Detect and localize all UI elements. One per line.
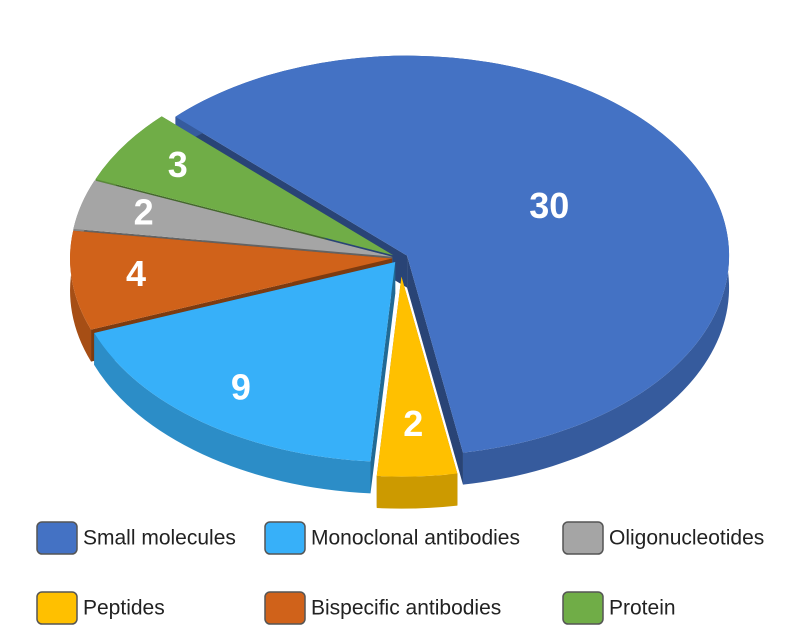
legend-label: Oligonucleotides [609,527,764,550]
legend-label: Small molecules [83,527,236,550]
slice-side [370,261,396,494]
legend-swatch [264,591,306,625]
slice-wall [70,230,92,362]
legend-label: Bispecific antibodies [311,597,501,620]
slice [70,230,393,330]
legend-swatch [36,591,78,625]
slice [94,261,396,462]
slice-side [407,255,463,485]
legend-swatch [264,521,306,555]
value-label: 2 [134,191,154,232]
value-label: 3 [168,144,188,185]
value-label: 30 [529,185,569,226]
slice [95,116,394,256]
value-label: 9 [231,367,251,408]
legend-label: Monoclonal antibodies [311,527,520,550]
tops [70,55,730,477]
slice [73,180,393,257]
value-label: 4 [126,253,146,294]
slice [175,55,730,453]
legend-swatch [36,521,78,555]
legend-swatch [562,521,604,555]
legend-label: Protein [609,597,676,620]
slice-wall [376,473,458,509]
slice [376,276,458,477]
legend-swatch [562,591,604,625]
legend-label: Peptides [83,597,165,620]
value-label: 2 [403,403,423,444]
slice-wall [94,333,371,494]
